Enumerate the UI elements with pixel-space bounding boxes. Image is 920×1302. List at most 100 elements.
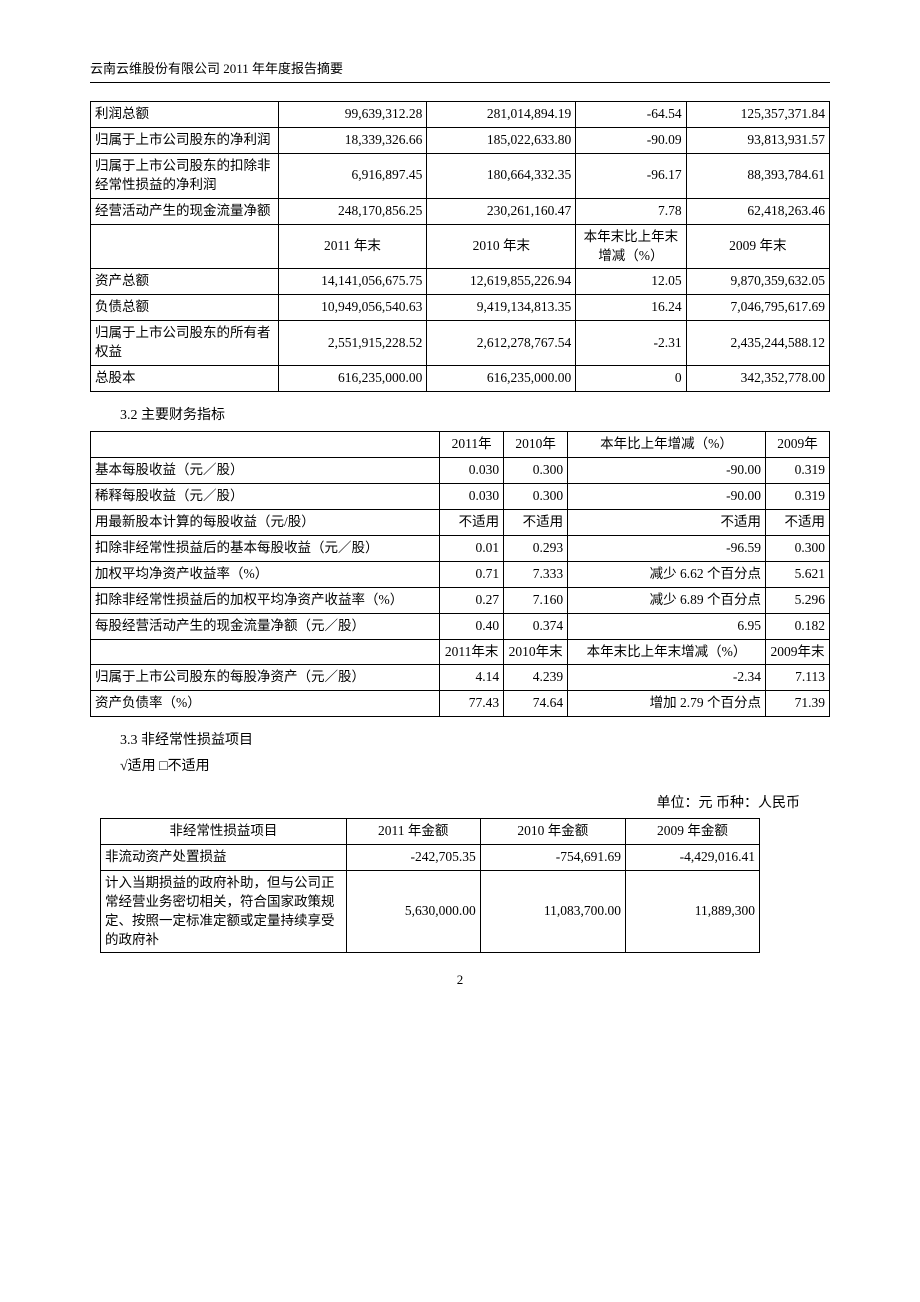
table-cell: 9,419,134,813.35 — [427, 295, 576, 321]
table-row: 资产总额14,141,056,675.7512,619,855,226.9412… — [91, 269, 830, 295]
table2-body-a: 基本每股收益（元／股）0.0300.300-90.000.319稀释每股收益（元… — [91, 458, 830, 639]
table-cell: -242,705.35 — [346, 844, 480, 870]
table-cell: 11,083,700.00 — [480, 870, 625, 953]
table-cell: 5.621 — [765, 561, 829, 587]
table-cell: 0.030 — [440, 458, 504, 484]
currency-unit-line: 单位：元 币种：人民币 — [90, 794, 830, 814]
table-cell: 248,170,856.25 — [278, 198, 427, 224]
table-cell: 加权平均净资产收益率（%） — [91, 561, 440, 587]
table2-header: 2011年 2010年 本年比上年增减（%） 2009年 — [91, 432, 830, 458]
table-cell: 2,435,244,588.12 — [686, 321, 829, 366]
table-cell: 非流动资产处置损益 — [101, 844, 347, 870]
table-cell: -90.00 — [568, 458, 766, 484]
table-row: 归属于上市公司股东的净利润18,339,326.66185,022,633.80… — [91, 128, 830, 154]
table2-mid-header: 2011年末 2010年末 本年末比上年末增减（%） 2009年末 — [91, 639, 830, 665]
table-cell: 经营活动产生的现金流量净额 — [91, 198, 279, 224]
table-cell: 230,261,160.47 — [427, 198, 576, 224]
table-cell: 总股本 — [91, 365, 279, 391]
table-cell: -2.31 — [576, 321, 686, 366]
table-cell: 62,418,263.46 — [686, 198, 829, 224]
table-cell: 7.78 — [576, 198, 686, 224]
table-cell: 7,046,795,617.69 — [686, 295, 829, 321]
table-cell: 180,664,332.35 — [427, 153, 576, 198]
table-cell: 资产负债率（%） — [91, 691, 440, 717]
table-row: 总股本616,235,000.00616,235,000.000342,352,… — [91, 365, 830, 391]
table-cell: 归属于上市公司股东的每股净资产（元／股） — [91, 665, 440, 691]
table-row: 用最新股本计算的每股收益（元/股）不适用不适用不适用不适用 — [91, 510, 830, 536]
table-cell: 计入当期损益的政府补助，但与公司正常经营业务密切相关，符合国家政策规定、按照一定… — [101, 870, 347, 953]
section-32-title: 3.2 主要财务指标 — [120, 406, 830, 426]
table-cell: 5.296 — [765, 587, 829, 613]
table-cell: 归属于上市公司股东的所有者权益 — [91, 321, 279, 366]
table-cell: 71.39 — [765, 691, 829, 717]
financial-data-table-1: 利润总额99,639,312.28281,014,894.19-64.54125… — [90, 101, 830, 392]
table-cell: 0.300 — [504, 484, 568, 510]
table-cell: 减少 6.62 个百分点 — [568, 561, 766, 587]
table-cell: -754,691.69 — [480, 844, 625, 870]
table-cell: 74.64 — [504, 691, 568, 717]
table-cell: 2,551,915,228.52 — [278, 321, 427, 366]
table1-body-b: 资产总额14,141,056,675.7512,619,855,226.9412… — [91, 269, 830, 391]
table-cell: 11,889,300 — [625, 870, 759, 953]
table-cell: 0.300 — [765, 536, 829, 562]
table-cell: 归属于上市公司股东的扣除非经常性损益的净利润 — [91, 153, 279, 198]
table-row: 资产负债率（%）77.4374.64增加 2.79 个百分点71.39 — [91, 691, 830, 717]
table-cell: 不适用 — [765, 510, 829, 536]
table-cell: 不适用 — [440, 510, 504, 536]
table-cell: 6.95 — [568, 613, 766, 639]
table-cell: 0.27 — [440, 587, 504, 613]
table-cell: 0.300 — [504, 458, 568, 484]
table-cell: 0.40 — [440, 613, 504, 639]
table-cell: 0.374 — [504, 613, 568, 639]
table-cell: 负债总额 — [91, 295, 279, 321]
table-row: 加权平均净资产收益率（%）0.717.333减少 6.62 个百分点5.621 — [91, 561, 830, 587]
table-cell: 每股经营活动产生的现金流量净额（元／股） — [91, 613, 440, 639]
table-cell: 不适用 — [504, 510, 568, 536]
table-cell: 12,619,855,226.94 — [427, 269, 576, 295]
table-cell: 减少 6.89 个百分点 — [568, 587, 766, 613]
table-cell: 用最新股本计算的每股收益（元/股） — [91, 510, 440, 536]
table-cell: 0.030 — [440, 484, 504, 510]
table-cell: 2,612,278,767.54 — [427, 321, 576, 366]
table-cell: 增加 2.79 个百分点 — [568, 691, 766, 717]
table-row: 基本每股收益（元／股）0.0300.300-90.000.319 — [91, 458, 830, 484]
table-cell: 77.43 — [440, 691, 504, 717]
table-cell: 扣除非经常性损益后的加权平均净资产收益率（%） — [91, 587, 440, 613]
table-cell: 16.24 — [576, 295, 686, 321]
table-cell: 6,916,897.45 — [278, 153, 427, 198]
section-33-title: 3.3 非经常性损益项目 — [120, 731, 830, 751]
table-row: 非流动资产处置损益-242,705.35-754,691.69-4,429,01… — [101, 844, 760, 870]
table-cell: 利润总额 — [91, 102, 279, 128]
table-row: 经营活动产生的现金流量净额248,170,856.25230,261,160.4… — [91, 198, 830, 224]
table-cell: 基本每股收益（元／股） — [91, 458, 440, 484]
table3-body: 非流动资产处置损益-242,705.35-754,691.69-4,429,01… — [101, 844, 760, 952]
table-cell: 99,639,312.28 — [278, 102, 427, 128]
table-cell: 0.71 — [440, 561, 504, 587]
table-cell: 0.01 — [440, 536, 504, 562]
table-row: 负债总额10,949,056,540.639,419,134,813.3516.… — [91, 295, 830, 321]
table1-body-a: 利润总额99,639,312.28281,014,894.19-64.54125… — [91, 102, 830, 224]
table-cell: 资产总额 — [91, 269, 279, 295]
table-cell: 10,949,056,540.63 — [278, 295, 427, 321]
table-cell: 18,339,326.66 — [278, 128, 427, 154]
table-cell: 4.239 — [504, 665, 568, 691]
table-cell: 12.05 — [576, 269, 686, 295]
table-cell: -90.00 — [568, 484, 766, 510]
table-cell: 0.182 — [765, 613, 829, 639]
table-cell: 4.14 — [440, 665, 504, 691]
table-cell: -96.17 — [576, 153, 686, 198]
table1-mid-header: 2011 年末 2010 年末 本年末比上年末增减（%） 2009 年末 — [91, 224, 830, 269]
table-cell: 7.160 — [504, 587, 568, 613]
table-cell: 616,235,000.00 — [278, 365, 427, 391]
table-cell: 93,813,931.57 — [686, 128, 829, 154]
table-row: 扣除非经常性损益后的基本每股收益（元／股）0.010.293-96.590.30… — [91, 536, 830, 562]
table-cell: 616,235,000.00 — [427, 365, 576, 391]
table-row: 稀释每股收益（元／股）0.0300.300-90.000.319 — [91, 484, 830, 510]
table-row: 归属于上市公司股东的扣除非经常性损益的净利润6,916,897.45180,66… — [91, 153, 830, 198]
table-cell: 88,393,784.61 — [686, 153, 829, 198]
table-row: 计入当期损益的政府补助，但与公司正常经营业务密切相关，符合国家政策规定、按照一定… — [101, 870, 760, 953]
table-cell: -90.09 — [576, 128, 686, 154]
table-cell: 扣除非经常性损益后的基本每股收益（元／股） — [91, 536, 440, 562]
table3-header: 非经常性损益项目 2011 年金额 2010 年金额 2009 年金额 — [101, 819, 760, 845]
table2-body-b: 归属于上市公司股东的每股净资产（元／股）4.144.239-2.347.113资… — [91, 665, 830, 717]
